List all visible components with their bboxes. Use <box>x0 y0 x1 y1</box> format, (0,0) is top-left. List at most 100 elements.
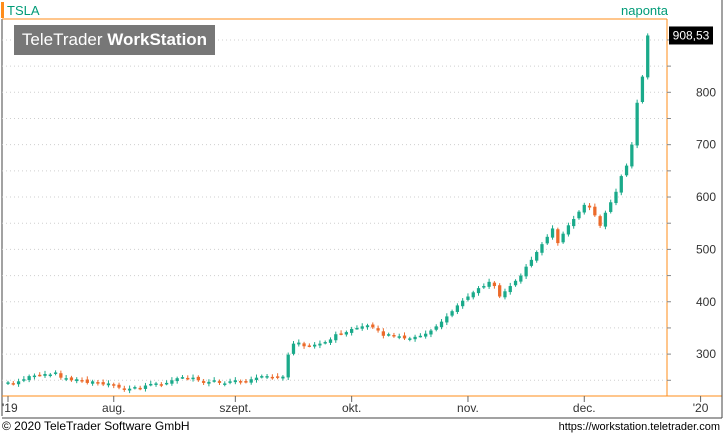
candle-body <box>112 384 116 386</box>
candle-body <box>450 311 454 316</box>
candle-body <box>138 387 142 390</box>
candle-body <box>334 334 338 341</box>
candle-body <box>43 374 47 376</box>
candle-body <box>630 144 634 167</box>
candle-body <box>53 372 58 374</box>
candle-body <box>513 280 518 286</box>
candle-body <box>133 387 137 389</box>
candle-body <box>69 377 74 381</box>
candle-body <box>503 291 507 298</box>
copyright-text: © 2020 TeleTrader Software GmbH <box>2 419 190 433</box>
x-tick-label: szept. <box>219 401 251 415</box>
candle-body <box>244 381 248 383</box>
candle-body <box>196 376 200 381</box>
candle-body <box>582 204 586 213</box>
period-label[interactable]: naponta <box>621 3 668 18</box>
ticker-symbol[interactable]: TSLA <box>7 3 40 18</box>
candle-body <box>408 338 412 340</box>
candle-body <box>249 379 253 383</box>
y-tick-label: 500 <box>696 242 716 256</box>
candle-body <box>376 328 380 331</box>
candle-body <box>487 281 491 287</box>
source-url[interactable]: https://workstation.teletrader.com <box>558 421 720 433</box>
candle-body <box>207 381 211 384</box>
candle-body <box>461 300 465 307</box>
candle-body <box>101 382 105 385</box>
candle-body <box>286 354 290 378</box>
ticker-accent <box>1 2 4 18</box>
candle-body <box>476 288 481 294</box>
candle-body <box>397 336 401 338</box>
candle-body <box>90 381 95 384</box>
candle-body <box>186 377 190 380</box>
candle-body <box>392 334 396 337</box>
candle-body <box>593 206 597 216</box>
candle-body <box>318 343 322 346</box>
y-tick-label: 800 <box>696 85 716 99</box>
candle-body <box>572 219 576 227</box>
candle-body <box>387 334 391 336</box>
candle-body <box>175 378 179 382</box>
candle-body <box>38 374 42 377</box>
candle-body <box>154 383 158 385</box>
teletrader-logo: TeleTrader WorkStation <box>14 25 215 55</box>
candle-body <box>238 381 243 383</box>
candle-body <box>418 335 423 338</box>
candle-body <box>566 225 571 235</box>
candle-body <box>482 286 486 288</box>
y-tick-label: 300 <box>696 347 716 361</box>
candle-body <box>598 216 602 226</box>
candle-body <box>149 383 153 386</box>
candle-body <box>48 374 52 377</box>
candle-body <box>545 236 549 244</box>
candle-body <box>270 376 274 379</box>
candle-body <box>413 336 417 340</box>
candle-body <box>127 388 132 391</box>
candle-body <box>550 228 555 238</box>
last-price-value: 908,53 <box>673 28 710 42</box>
candle-body <box>381 331 386 336</box>
candle-body <box>32 375 37 378</box>
candle-body <box>619 176 623 193</box>
candle-body <box>429 330 433 335</box>
x-tick-label: dec. <box>573 401 596 415</box>
candle-body <box>96 382 100 384</box>
candle-body <box>556 229 560 244</box>
y-tick-label: 400 <box>696 295 716 309</box>
candle-body <box>233 380 237 383</box>
last-price-tag <box>669 26 713 45</box>
candle-body <box>223 383 227 385</box>
candle-body <box>455 305 460 312</box>
candle-body <box>529 259 534 266</box>
y-tick-label: 700 <box>696 138 716 152</box>
candle-body <box>492 282 497 287</box>
candle-body <box>64 378 68 380</box>
candle-body <box>624 165 629 176</box>
candle-body <box>646 35 650 78</box>
candle-body <box>159 384 163 386</box>
candle-body <box>609 202 613 212</box>
candle-body <box>498 285 502 297</box>
candle-body <box>265 376 269 378</box>
candle-body <box>577 211 581 219</box>
candle-body <box>22 379 26 381</box>
candle-body <box>275 376 280 378</box>
candle-body <box>75 379 79 382</box>
candle-body <box>59 373 63 378</box>
candle-body <box>519 275 523 282</box>
y-tick-label: 600 <box>696 190 716 204</box>
candle-body <box>297 342 301 345</box>
candle-body <box>260 376 264 378</box>
candle-body <box>117 384 121 388</box>
candle-body <box>170 380 174 384</box>
candle-body <box>471 292 475 298</box>
candle-body <box>445 316 449 323</box>
candle-body <box>11 383 15 385</box>
y-axis: 300 400 500 600 700 800 908,53 <box>667 26 716 381</box>
candle-body <box>424 333 428 337</box>
candle-body <box>291 343 296 354</box>
candle-body <box>350 328 354 333</box>
candle-body <box>328 339 333 343</box>
